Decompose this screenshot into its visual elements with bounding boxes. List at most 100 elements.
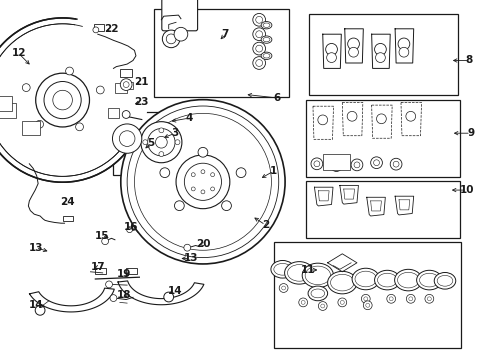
Ellipse shape [416, 270, 441, 290]
Circle shape [236, 168, 245, 177]
Circle shape [119, 131, 135, 147]
Circle shape [44, 81, 81, 119]
Circle shape [122, 111, 130, 118]
Circle shape [405, 111, 415, 121]
Text: 11: 11 [300, 265, 315, 275]
Circle shape [375, 53, 385, 63]
Circle shape [376, 114, 386, 124]
Ellipse shape [374, 270, 399, 290]
Circle shape [174, 27, 187, 41]
Text: 24: 24 [60, 197, 75, 207]
Circle shape [120, 79, 132, 90]
Ellipse shape [302, 263, 333, 288]
Circle shape [424, 294, 433, 303]
Bar [273, 242, 460, 348]
Bar [322, 154, 349, 170]
Circle shape [147, 129, 175, 156]
Circle shape [162, 30, 180, 48]
Text: 22: 22 [104, 24, 119, 34]
Circle shape [160, 168, 169, 177]
Ellipse shape [330, 274, 353, 291]
Circle shape [184, 163, 221, 201]
Circle shape [348, 47, 358, 57]
Circle shape [35, 305, 45, 315]
Circle shape [174, 201, 184, 211]
Bar [107, 108, 119, 118]
Circle shape [0, 18, 144, 182]
Circle shape [141, 122, 182, 163]
Circle shape [392, 161, 398, 167]
Circle shape [252, 28, 265, 41]
Text: 3: 3 [171, 128, 178, 138]
Circle shape [337, 298, 346, 307]
Bar [120, 69, 132, 77]
Circle shape [427, 297, 430, 301]
Ellipse shape [419, 273, 438, 287]
Text: 12: 12 [11, 48, 26, 58]
Circle shape [398, 47, 408, 57]
Circle shape [121, 100, 285, 264]
Circle shape [36, 120, 43, 128]
Circle shape [159, 152, 163, 157]
Circle shape [408, 297, 412, 301]
Circle shape [346, 111, 356, 121]
Text: 10: 10 [459, 185, 473, 195]
Circle shape [22, 84, 30, 91]
Bar [305, 181, 459, 238]
Text: 21: 21 [134, 77, 149, 87]
Text: 14: 14 [167, 286, 182, 296]
Bar [308, 14, 457, 95]
Circle shape [350, 159, 362, 171]
Ellipse shape [377, 273, 396, 287]
Circle shape [317, 115, 327, 125]
Circle shape [363, 301, 371, 310]
Bar [126, 269, 137, 274]
Ellipse shape [270, 261, 294, 278]
Circle shape [301, 301, 305, 304]
Text: 14: 14 [28, 300, 43, 310]
Ellipse shape [351, 268, 379, 290]
Bar [62, 216, 73, 221]
Ellipse shape [287, 265, 310, 281]
Circle shape [127, 106, 278, 258]
Circle shape [198, 147, 207, 157]
Circle shape [105, 281, 112, 288]
Bar [95, 269, 106, 274]
Circle shape [36, 73, 89, 127]
Circle shape [255, 16, 262, 23]
Text: 19: 19 [116, 269, 131, 279]
Circle shape [221, 201, 231, 211]
Circle shape [102, 238, 108, 245]
Circle shape [142, 140, 147, 145]
Bar [94, 24, 103, 31]
Circle shape [163, 292, 173, 302]
Circle shape [191, 187, 195, 191]
Circle shape [326, 53, 336, 63]
Circle shape [406, 294, 414, 303]
Circle shape [126, 227, 132, 233]
Circle shape [373, 160, 379, 166]
Circle shape [298, 298, 307, 307]
Text: 4: 4 [185, 113, 193, 123]
Circle shape [112, 124, 142, 153]
Circle shape [255, 45, 262, 52]
Circle shape [386, 294, 395, 303]
Circle shape [183, 244, 190, 251]
Circle shape [363, 297, 367, 301]
Text: 13: 13 [28, 243, 43, 253]
Ellipse shape [310, 289, 324, 298]
Ellipse shape [394, 269, 421, 291]
Ellipse shape [354, 271, 376, 287]
Ellipse shape [261, 22, 271, 29]
Text: 13: 13 [183, 253, 198, 264]
Circle shape [353, 162, 359, 168]
Circle shape [201, 170, 204, 174]
Circle shape [93, 27, 99, 33]
Circle shape [347, 38, 359, 50]
Circle shape [370, 157, 382, 168]
Text: 1: 1 [270, 166, 277, 176]
Bar [122, 82, 133, 89]
Circle shape [252, 57, 265, 69]
Circle shape [365, 303, 369, 307]
Circle shape [361, 294, 369, 303]
